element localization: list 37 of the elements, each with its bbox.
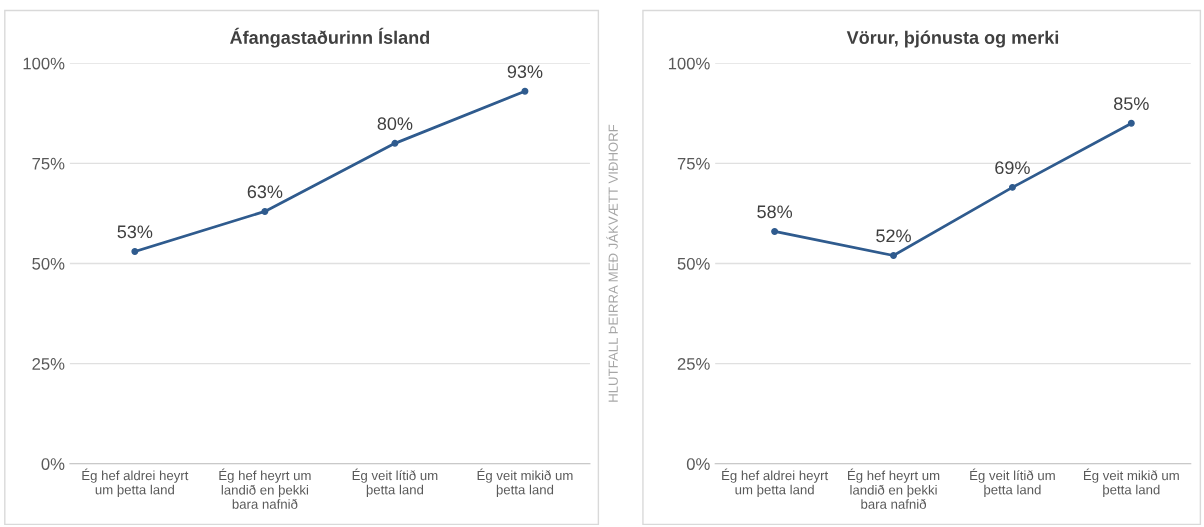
y-axis-title: HLUTFALL ÞEIRRA MEÐ JÁKVÆTT VIÐHORF xyxy=(606,124,618,402)
point xyxy=(521,87,529,95)
y-tick-label: 0% xyxy=(41,458,65,470)
y-tick-label: 0% xyxy=(686,458,710,470)
y-tick-label: 100% xyxy=(668,57,710,70)
x-tick-label: Ég veit mikið um þetta land xyxy=(1084,468,1179,498)
data-label: 80% xyxy=(377,117,413,131)
point xyxy=(131,248,139,255)
point xyxy=(391,139,399,147)
point xyxy=(1008,183,1016,191)
data-label: 69% xyxy=(995,161,1030,175)
data-label: 93% xyxy=(507,65,543,78)
point xyxy=(890,252,897,259)
x-tick-label: Ég hef heyrt um landið en þekki bara nafnið xyxy=(219,468,311,509)
data-label: 58% xyxy=(757,205,793,219)
x-tick-label: Ég hef heyrt um landið en þekki bara nafnið xyxy=(848,468,940,509)
y-tick-label: 25% xyxy=(32,358,65,370)
y-tick-label: 75% xyxy=(677,157,710,170)
point xyxy=(261,207,269,215)
x-tick-label: Ég veit mikið um þetta land xyxy=(477,468,573,498)
data-label: 53% xyxy=(117,225,153,239)
point xyxy=(1127,119,1135,127)
x-tick-label: Ég hef aldrei heyrt um þetta land xyxy=(722,468,829,498)
y-tick-label: 75% xyxy=(32,157,65,170)
chart-title: Vörur, þjónusta og merki xyxy=(846,30,1059,48)
x-tick-label: Ég veit lítið um þetta land xyxy=(352,468,438,498)
x-tick-label: Ég hef aldrei heyrt um þetta land xyxy=(82,468,189,498)
x-tick-label: Ég veit lítið um þetta land xyxy=(970,468,1055,498)
data-label: 63% xyxy=(247,185,283,199)
chart-title: Áfangastaðurinn Ísland xyxy=(230,27,430,48)
y-tick-label: 100% xyxy=(23,57,65,70)
y-tick-label: 25% xyxy=(677,358,710,370)
data-label: 52% xyxy=(876,229,911,243)
y-tick-label: 50% xyxy=(32,257,65,270)
data-label: 85% xyxy=(1114,97,1149,111)
y-tick-label: 50% xyxy=(677,257,710,270)
point xyxy=(771,227,779,235)
